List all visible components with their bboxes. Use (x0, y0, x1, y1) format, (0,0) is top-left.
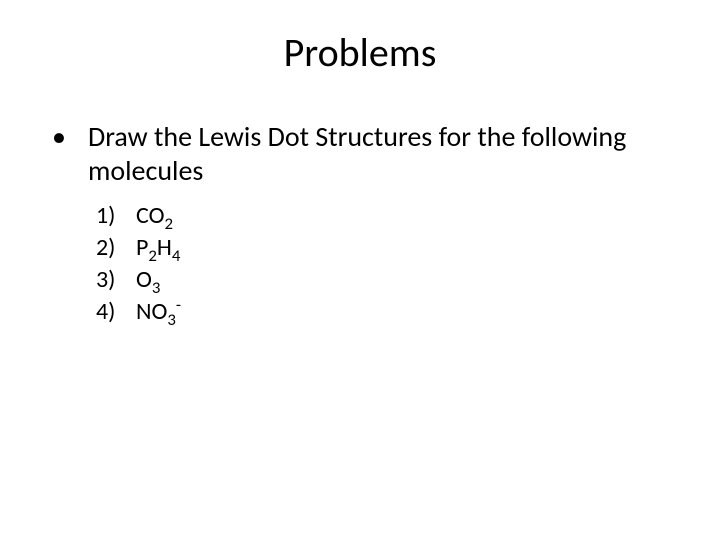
list-number: 3) (96, 264, 136, 296)
numbered-list: 1) CO2 2) P2H4 3) O3 4) NO3- (96, 200, 672, 328)
slide-title: Problems (0, 28, 720, 77)
slide-body: • Draw the Lewis Dot Structures for the … (48, 120, 672, 328)
list-formula: NO3- (136, 296, 181, 328)
list-item: 3) O3 (96, 264, 672, 296)
list-number: 1) (96, 200, 136, 232)
list-item: 4) NO3- (96, 296, 672, 328)
list-formula: P2H4 (136, 232, 180, 264)
list-number: 4) (96, 296, 136, 328)
list-item: 2) P2H4 (96, 232, 672, 264)
bullet-text: Draw the Lewis Dot Structures for the fo… (88, 120, 672, 188)
bullet-marker: • (48, 120, 88, 154)
list-formula: O3 (136, 264, 160, 296)
list-item: 1) CO2 (96, 200, 672, 232)
slide: Problems • Draw the Lewis Dot Structures… (0, 0, 720, 540)
list-formula: CO2 (136, 200, 173, 232)
list-number: 2) (96, 232, 136, 264)
bullet-item: • Draw the Lewis Dot Structures for the … (48, 120, 672, 188)
